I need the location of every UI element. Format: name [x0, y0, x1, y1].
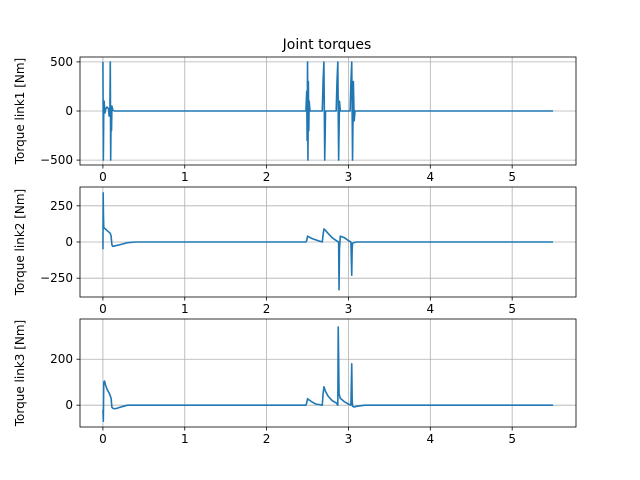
data-line-link1 — [102, 61, 554, 161]
x-tick-label: 2 — [263, 432, 271, 446]
y-tick-label: 500 — [50, 55, 73, 69]
y-axis-label: Torque link3 [Nm] — [13, 320, 27, 427]
data-line-link2 — [102, 191, 554, 291]
x-tick-label: 2 — [263, 302, 271, 316]
subplot-2: 0 1 2 3 4 5 −250 0 250 Torque link2 [Nm] — [13, 186, 577, 316]
subplot-3: 0 1 2 3 4 5 0 200 Torque link3 [Nm] — [13, 318, 577, 446]
x-tick-label: 1 — [181, 302, 189, 316]
x-tick-label: 5 — [508, 302, 516, 316]
data-line-link3 — [102, 326, 554, 423]
x-tick-label: 2 — [263, 170, 271, 184]
y-axis-label: Torque link1 [Nm] — [13, 58, 27, 165]
x-tick-label: 0 — [99, 302, 107, 316]
y-axis-label: Torque link2 [Nm] — [13, 189, 27, 296]
x-tick-label: 4 — [426, 170, 434, 184]
x-tick-label: 3 — [345, 432, 353, 446]
x-tick-label: 3 — [345, 170, 353, 184]
y-tick-label: 0 — [65, 104, 73, 118]
x-tick-label: 0 — [99, 170, 107, 184]
y-tick-label: −250 — [40, 271, 73, 285]
x-tick-label: 5 — [508, 170, 516, 184]
x-tick-label: 3 — [345, 302, 353, 316]
chart-title: Joint torques — [282, 37, 372, 53]
y-tick-label: 0 — [65, 235, 73, 249]
x-tick-label: 5 — [508, 432, 516, 446]
y-tick-label: 0 — [65, 398, 73, 412]
y-tick-label: 250 — [50, 199, 73, 213]
x-tick-label: 0 — [99, 432, 107, 446]
y-tick-label: 200 — [50, 352, 73, 366]
x-tick-label: 4 — [426, 302, 434, 316]
y-tick-label: −500 — [40, 153, 73, 167]
x-tick-label: 1 — [181, 170, 189, 184]
axes-frame — [79, 318, 577, 428]
x-tick-label: 4 — [426, 432, 434, 446]
subplot-1: 0 1 2 3 4 5 −500 0 500 Torque link1 [Nm] — [13, 55, 577, 184]
x-tick-label: 1 — [181, 432, 189, 446]
